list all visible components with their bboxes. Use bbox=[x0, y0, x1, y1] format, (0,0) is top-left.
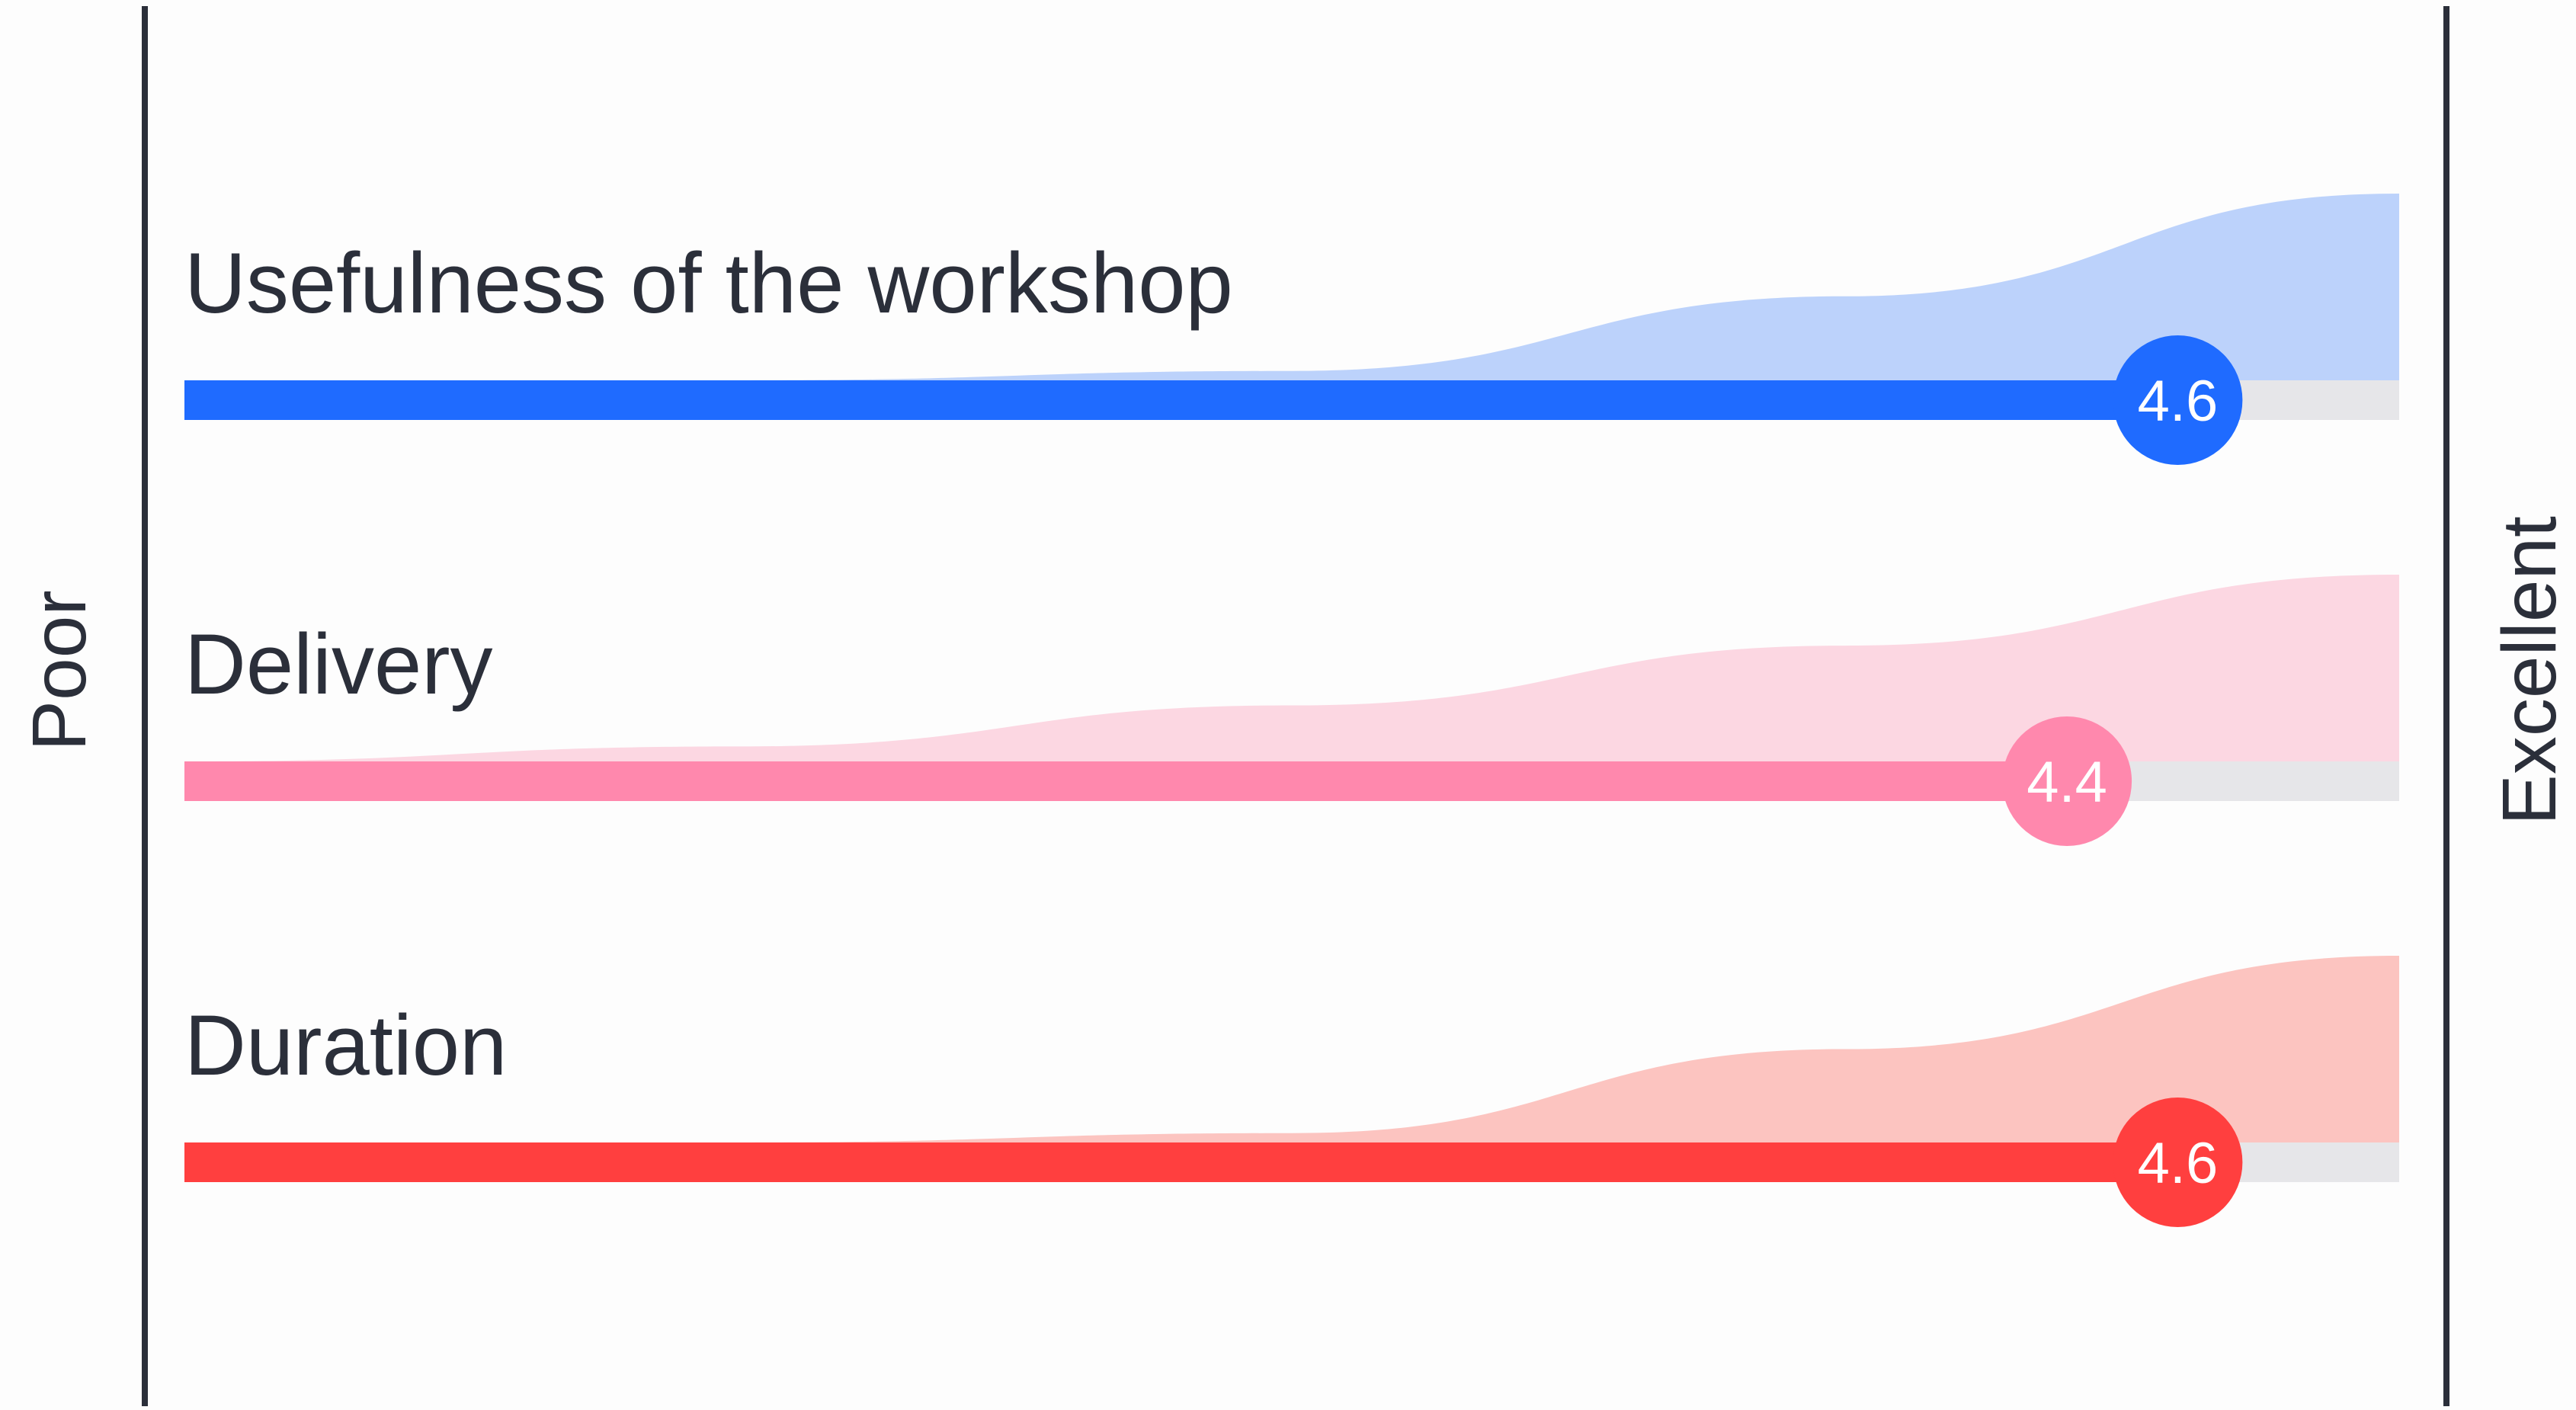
scale-max-label: Excellent bbox=[2487, 516, 2572, 825]
value-bubble bbox=[2002, 716, 2132, 846]
value-bar bbox=[184, 761, 2068, 801]
value-bubble bbox=[2113, 335, 2243, 465]
row-label: Usefulness of the workshop bbox=[184, 236, 1233, 331]
rows-layer: Usefulness of the workshop 4.6 Delivery 4.4… bbox=[184, 194, 2399, 1227]
value-bubble bbox=[2113, 1098, 2243, 1227]
rating-row: Usefulness of the workshop 4.6 bbox=[184, 194, 2399, 465]
value-bar bbox=[184, 1142, 2178, 1182]
rating-row: Duration 4.6 bbox=[184, 956, 2399, 1227]
distribution-area bbox=[184, 575, 2399, 761]
distribution-area bbox=[184, 956, 2399, 1142]
value-label: 4.6 bbox=[2138, 369, 2219, 434]
value-label: 4.4 bbox=[2027, 750, 2107, 815]
distribution-area bbox=[184, 194, 2399, 380]
value-bar bbox=[184, 380, 2178, 420]
value-label: 4.6 bbox=[2138, 1131, 2219, 1196]
rating-row: Delivery 4.4 bbox=[184, 575, 2399, 846]
row-label: Delivery bbox=[184, 617, 493, 712]
scale-min-label: Poor bbox=[17, 590, 102, 751]
row-label: Duration bbox=[184, 998, 507, 1093]
